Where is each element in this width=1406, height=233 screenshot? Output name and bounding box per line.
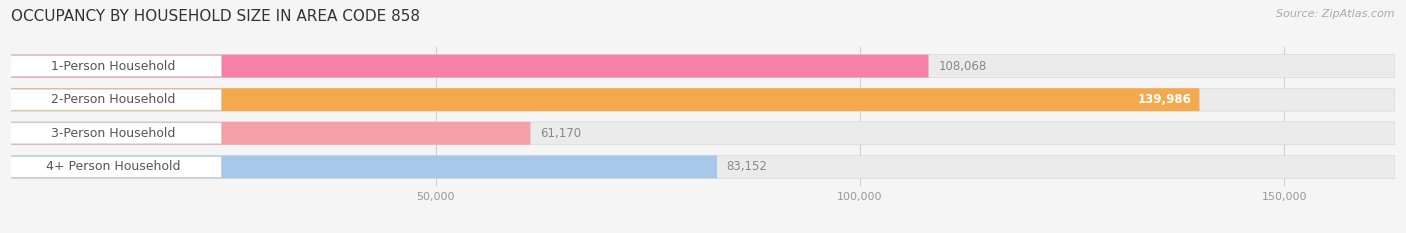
Text: 108,068: 108,068 xyxy=(938,60,987,73)
Text: Source: ZipAtlas.com: Source: ZipAtlas.com xyxy=(1277,9,1395,19)
FancyBboxPatch shape xyxy=(11,122,530,145)
Text: OCCUPANCY BY HOUSEHOLD SIZE IN AREA CODE 858: OCCUPANCY BY HOUSEHOLD SIZE IN AREA CODE… xyxy=(11,9,420,24)
Text: 139,986: 139,986 xyxy=(1137,93,1191,106)
FancyBboxPatch shape xyxy=(11,88,1395,111)
FancyBboxPatch shape xyxy=(11,88,1199,111)
FancyBboxPatch shape xyxy=(11,55,1395,78)
Text: 83,152: 83,152 xyxy=(727,160,768,173)
Text: 4+ Person Household: 4+ Person Household xyxy=(46,160,181,173)
FancyBboxPatch shape xyxy=(6,123,222,144)
FancyBboxPatch shape xyxy=(6,55,222,77)
FancyBboxPatch shape xyxy=(6,89,222,110)
Text: 2-Person Household: 2-Person Household xyxy=(52,93,176,106)
FancyBboxPatch shape xyxy=(6,156,222,178)
Text: 61,170: 61,170 xyxy=(540,127,581,140)
Text: 3-Person Household: 3-Person Household xyxy=(52,127,176,140)
FancyBboxPatch shape xyxy=(11,155,1395,178)
FancyBboxPatch shape xyxy=(11,122,1395,145)
Text: 1-Person Household: 1-Person Household xyxy=(52,60,176,73)
FancyBboxPatch shape xyxy=(11,55,928,78)
FancyBboxPatch shape xyxy=(11,155,717,178)
